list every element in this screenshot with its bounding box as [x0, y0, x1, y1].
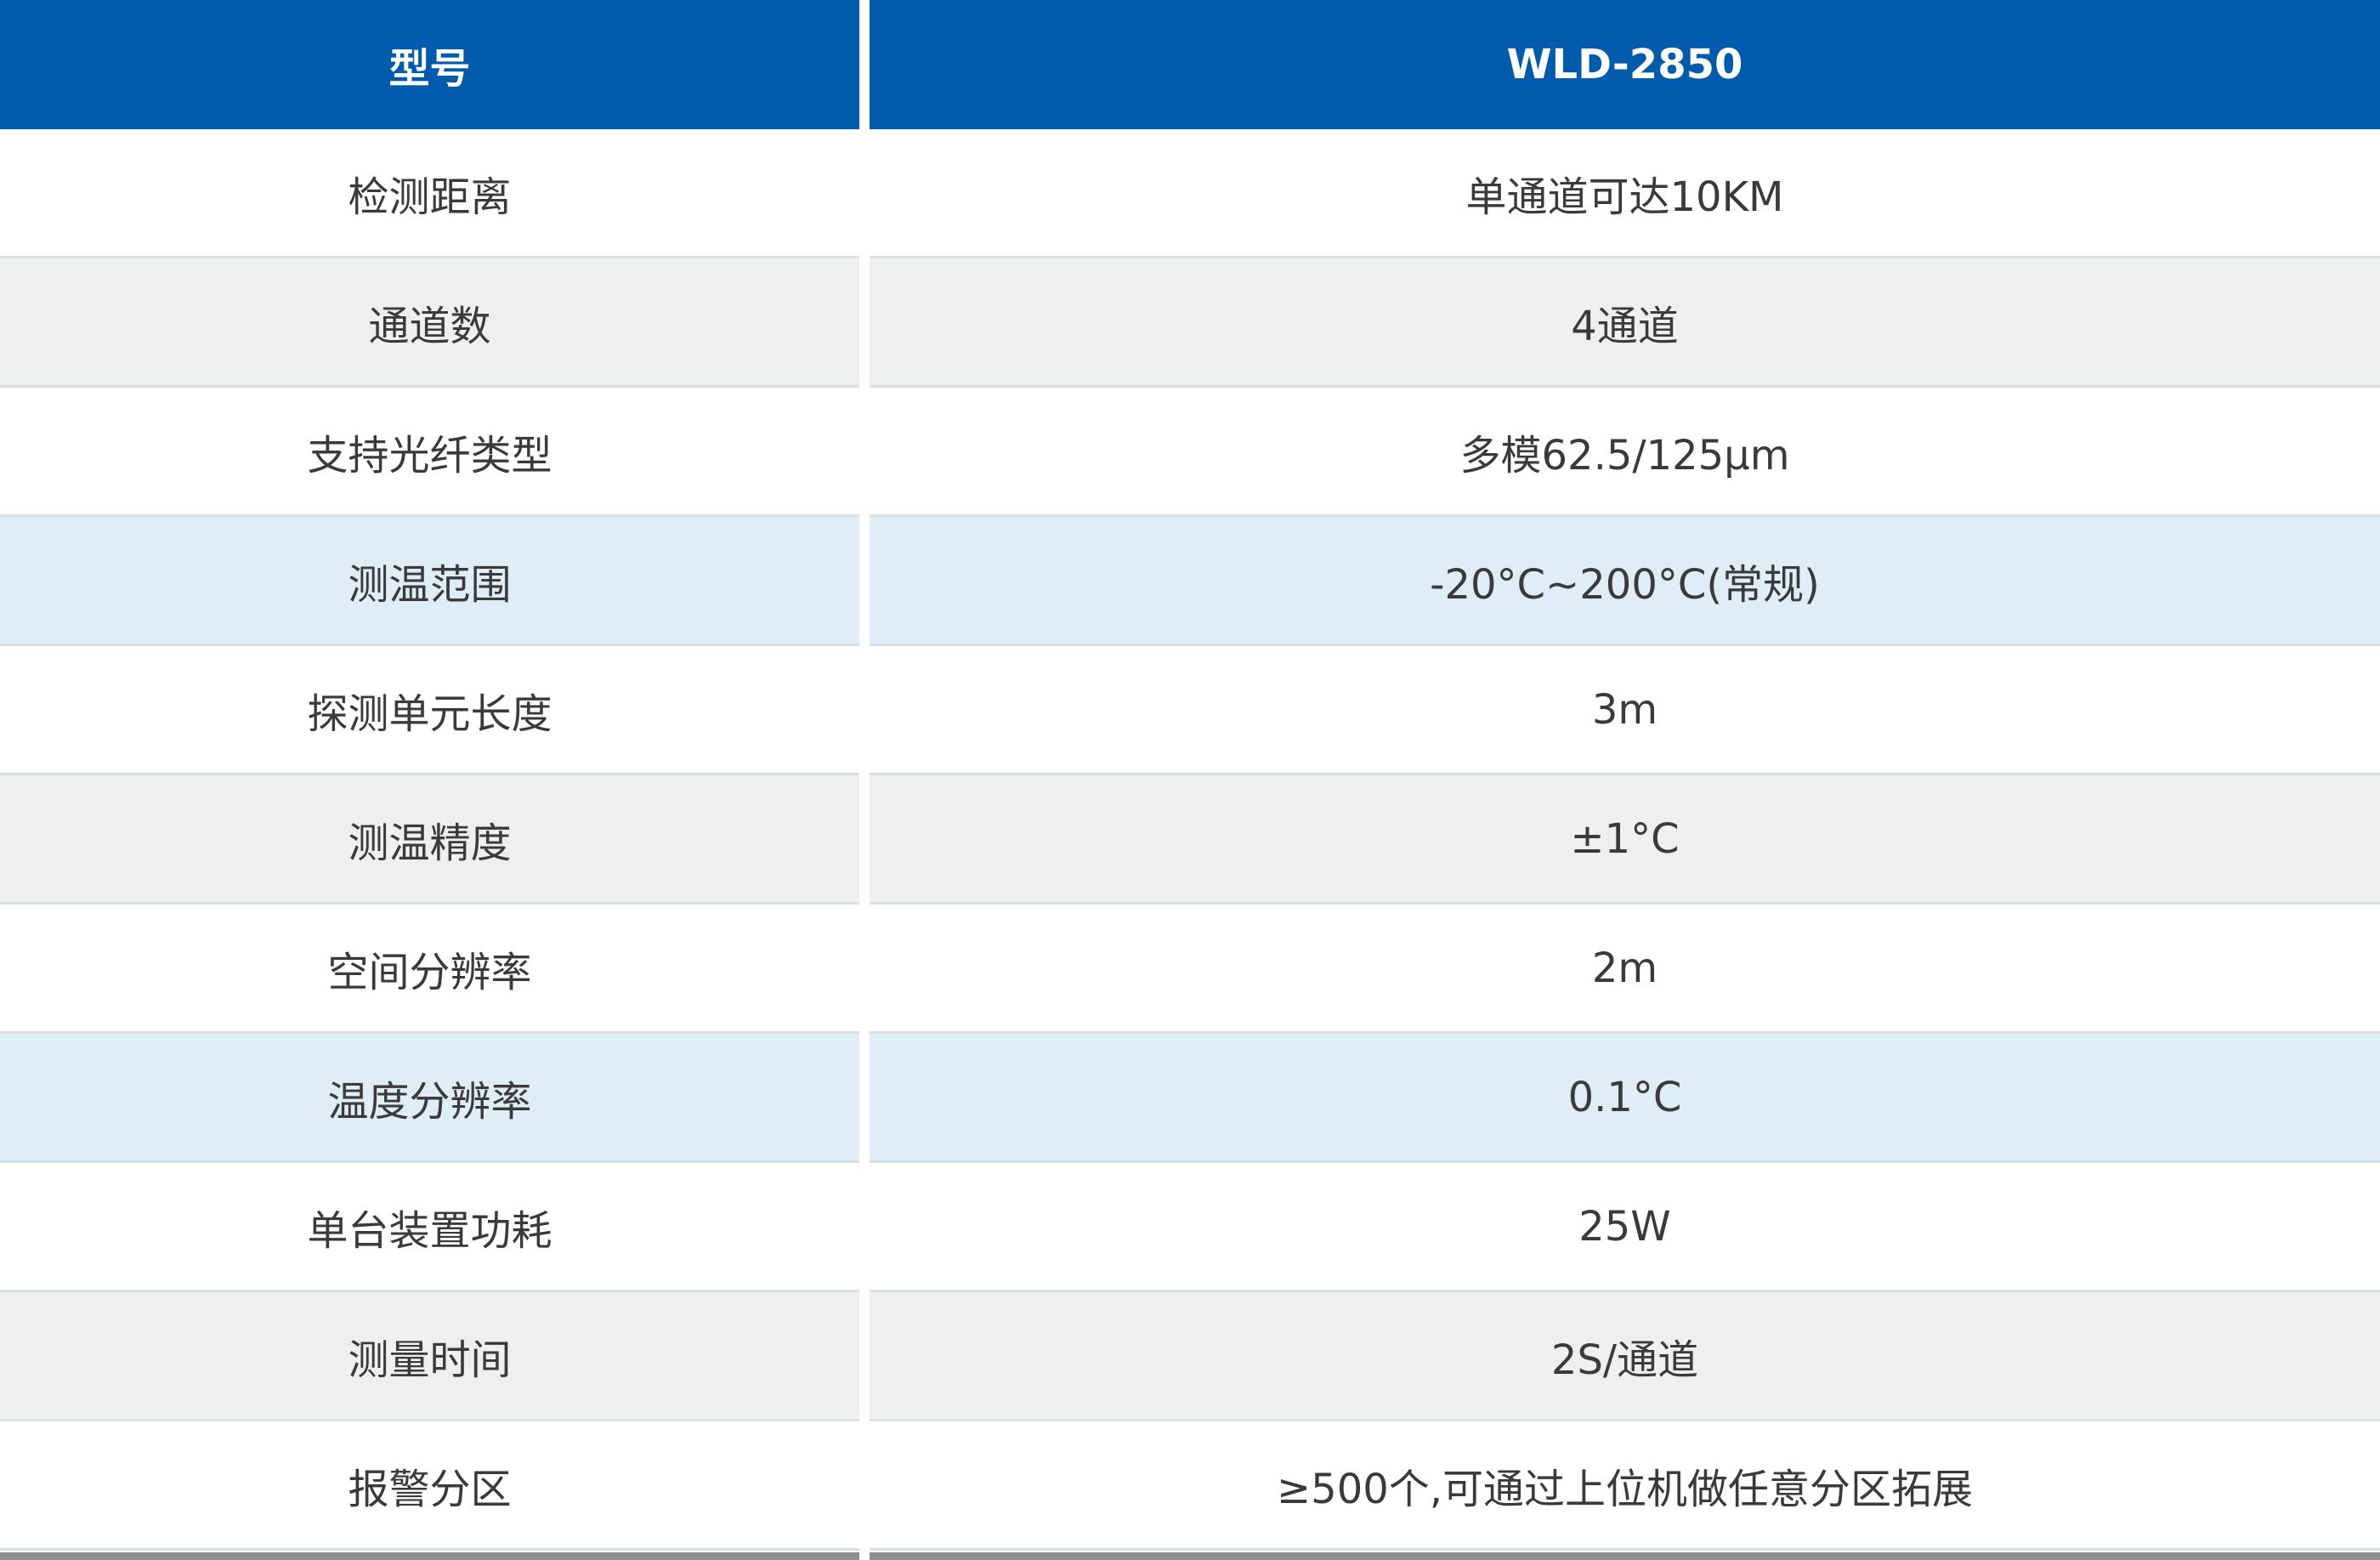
label-cell: 测温范围 — [0, 517, 859, 646]
label-cell: 温度分辨率 — [0, 1034, 859, 1163]
table-row: 报警分区 ≥500个,可通过上位机做任意分区拓展 — [0, 1421, 2380, 1551]
value-cell: 单通道可达10KM — [870, 129, 2380, 258]
label-cell: 支持光纤类型 — [0, 388, 859, 517]
table-row: 空间分辨率 2m — [0, 905, 2380, 1034]
table-row: 通道数 4通道 — [0, 258, 2380, 388]
value-cell: 4通道 — [870, 258, 2380, 388]
label-cell: 测温精度 — [0, 775, 859, 905]
header-row: 型号 WLD-2850 — [0, 0, 2380, 129]
table-row: 探测单元长度 3m — [0, 646, 2380, 775]
header-cell: 型号 — [0, 0, 859, 129]
label-cell: 通道数 — [0, 258, 859, 388]
value-cell: 0.1°C — [870, 1034, 2380, 1163]
value-cell: ±1°C — [870, 775, 2380, 905]
table-row: 支持光纤类型 多模62.5/125μm — [0, 388, 2380, 517]
value-cell: ≥500个,可通过上位机做任意分区拓展 — [870, 1421, 2380, 1551]
table-row: 温度分辨率 0.1°C — [0, 1034, 2380, 1163]
label-cell: 空间分辨率 — [0, 905, 859, 1034]
table-row: 测量时间 2S/通道 — [0, 1292, 2380, 1421]
bottom-border — [870, 1552, 2380, 1560]
table-row: 检测距离 单通道可达10KM — [0, 129, 2380, 258]
value-cell: 25W — [870, 1163, 2380, 1292]
table-row: 测温精度 ±1°C — [0, 775, 2380, 905]
value-cell: 3m — [870, 646, 2380, 775]
label-cell: 报警分区 — [0, 1421, 859, 1551]
bottom-border — [0, 1552, 859, 1560]
label-cell: 检测距离 — [0, 129, 859, 258]
table-row: 单台装置功耗 25W — [0, 1163, 2380, 1292]
value-cell: 2m — [870, 905, 2380, 1034]
header-cell: WLD-2850 — [870, 0, 2380, 129]
value-cell: -20°C~200°C(常规) — [870, 517, 2380, 646]
label-cell: 探测单元长度 — [0, 646, 859, 775]
label-cell: 测量时间 — [0, 1292, 859, 1421]
value-cell: 2S/通道 — [870, 1292, 2380, 1421]
table-row: 测温范围 -20°C~200°C(常规) — [0, 517, 2380, 646]
label-cell: 单台装置功耗 — [0, 1163, 859, 1292]
value-cell: 多模62.5/125μm — [870, 388, 2380, 517]
